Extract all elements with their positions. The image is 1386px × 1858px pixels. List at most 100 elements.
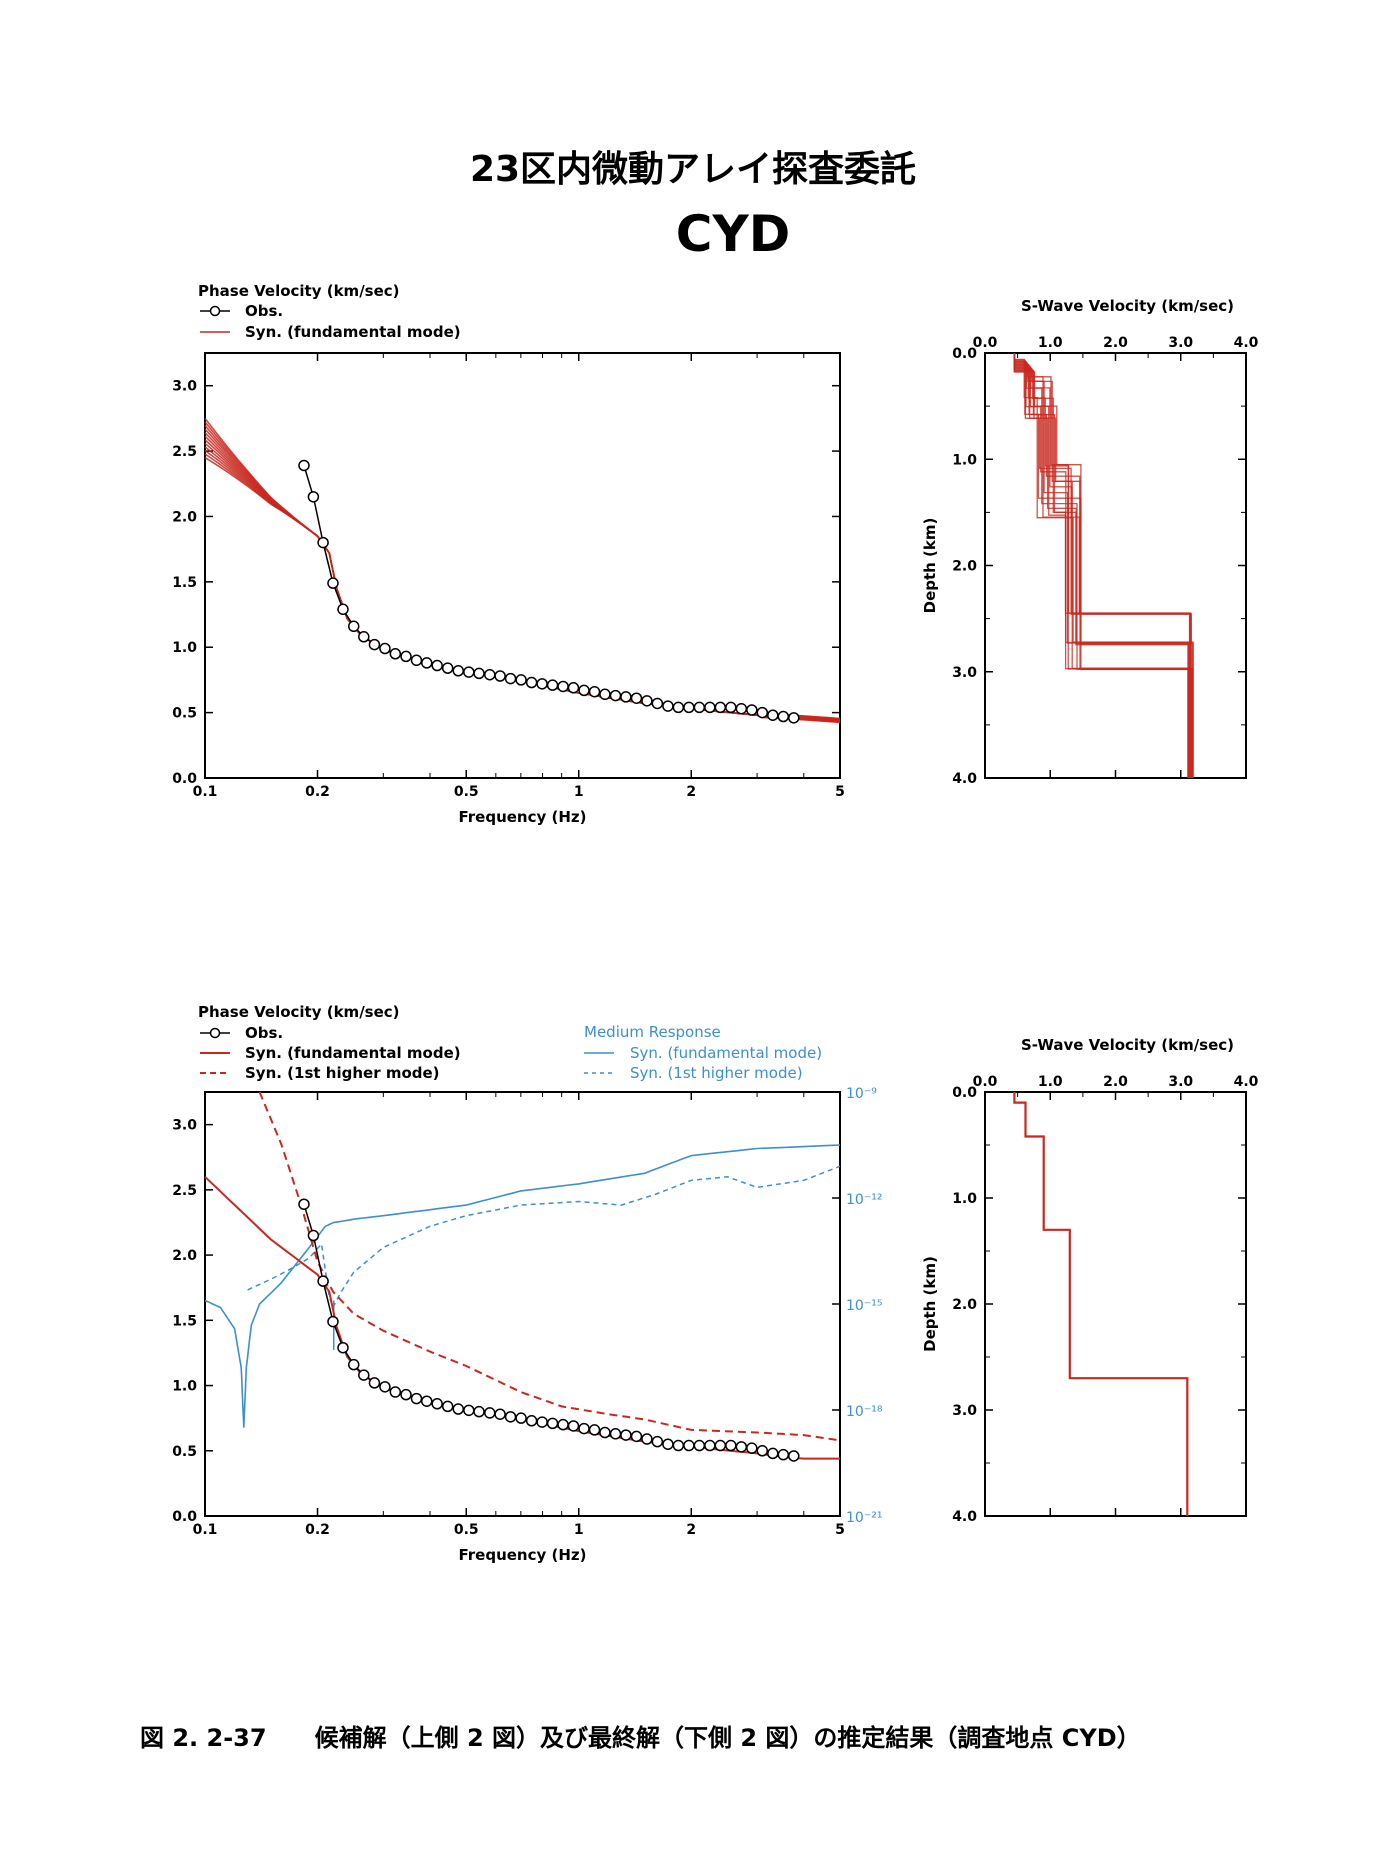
obs-point [368,1377,381,1389]
obs-point [557,680,569,693]
vs-final-profile [1013,1092,1189,1516]
obs-point [494,1408,506,1420]
y-axis-label: Depth (km) [921,1256,939,1352]
y-tick-label: 2.5 [172,1183,197,1199]
obs-point [379,642,391,655]
y-tick-label: 1.0 [172,640,197,656]
obs-point [400,650,412,663]
legend-syn-higher-label: Syn. (1st higher mode) [245,1064,440,1082]
obs-point [368,638,381,651]
obs-point [746,1442,758,1454]
x-tick-label: 0.1 [193,784,218,800]
obs-point [494,670,506,682]
figure-caption: 図 2. 2-37 候補解（上側 2 図）及び最終解（下側 2 図）の推定結果（… [140,1724,1141,1752]
obs-point [651,697,664,710]
obs-point [672,1439,685,1452]
obs-point [525,1415,538,1427]
obs-point [588,1424,601,1436]
obs-point [693,1439,706,1452]
x-tick-label: 5 [835,784,845,800]
obs-point [400,1388,412,1401]
x-tick-label: 0.5 [454,1522,479,1538]
vs-candidate-profile [1013,353,1189,778]
obs-point [735,702,748,715]
med-higher-curve [247,1165,841,1310]
obs-point [536,1416,548,1428]
obs-point [307,1229,320,1242]
legend-med-higher-label: Syn. (1st higher mode) [630,1064,803,1082]
obs-point [307,491,320,503]
y-tick-label: 4.0 [952,1509,977,1525]
x-tick-label: 1 [574,784,584,800]
y-tick-label: 1.0 [952,1191,977,1207]
page-title: 23区内微動アレイ探査委託 [469,149,917,190]
obs-point [546,679,559,691]
x-tick-label: 3.0 [1168,335,1193,351]
obs-point [609,689,622,702]
obs-point [767,1447,779,1460]
obs-point [441,1400,454,1413]
x-tick-label: 2 [686,784,696,800]
obs-point [588,685,601,698]
x-tick-label: 1 [574,1522,584,1538]
obs-point [441,662,454,674]
legend-medium-title: Medium Response [584,1023,721,1041]
med-fund-curve [204,1144,841,1428]
y-tick-label: 2.5 [172,444,197,460]
obs-point [347,620,360,633]
obs-point [298,1198,310,1210]
obs-line [303,465,794,719]
obs-point [473,667,485,680]
obs-point [420,1395,433,1407]
y2-tick-label: 10⁻⁹ [846,1086,877,1102]
y-tick-label: 0.0 [172,771,197,787]
obs-point [525,676,538,689]
obs-point [714,701,727,714]
obs-point [504,1411,517,1423]
obs-point [317,536,329,549]
obs-point [672,701,685,714]
obs-point [609,1428,622,1440]
obs-point [347,1358,360,1371]
obs-point [683,701,695,714]
legend: Phase Velocity (km/sec) Obs. Syn. (fundame… [198,282,461,341]
obs-point [683,1439,695,1452]
x-tick-label: 4.0 [1234,335,1259,351]
obs-point [725,701,737,714]
legend-obs-label: Obs. [245,1024,283,1042]
x-tick-label: 2.0 [1103,335,1128,351]
x-tick-label: 2.0 [1103,1074,1128,1090]
y2-tick-label: 10⁻¹⁵ [846,1298,882,1314]
x-tick-label: 4.0 [1234,1074,1259,1090]
x-tick-label: 2 [686,1522,696,1538]
y-tick-label: 1.0 [952,452,977,468]
obs-point [704,1439,716,1452]
obs-point [452,1403,465,1415]
obs-point [714,1439,727,1452]
y-tick-label: 2.0 [172,509,197,525]
obs-point [484,1407,496,1419]
y2-tick-label: 10⁻¹⁸ [846,1404,883,1420]
y-tick-label: 3.0 [172,1118,197,1134]
legend-syn-fund-label: Syn. (fundamental mode) [245,1044,461,1062]
obs-point [327,1315,339,1328]
obs-point [756,1445,769,1457]
obs-point [431,1398,443,1410]
obs-point [788,712,800,724]
x-tick-label: 1.0 [1038,1074,1063,1090]
y-tick-label: 3.0 [952,1403,977,1419]
y2-tick-label: 10⁻²¹ [846,1510,882,1526]
y-tick-label: 0.0 [952,346,977,362]
obs-point [420,657,433,669]
y-tick-label: 0.5 [172,1444,197,1460]
obs-point [567,682,580,694]
legend-syn-label: Syn. (fundamental mode) [245,323,461,341]
y-tick-label: 1.5 [172,575,197,591]
y-tick-label: 1.0 [172,1379,197,1395]
obs-line [303,1203,794,1457]
x-tick-label: 0.2 [305,784,330,800]
y-tick-label: 2.0 [172,1248,197,1264]
y-tick-label: 4.0 [952,771,977,787]
obs-point [452,665,465,677]
